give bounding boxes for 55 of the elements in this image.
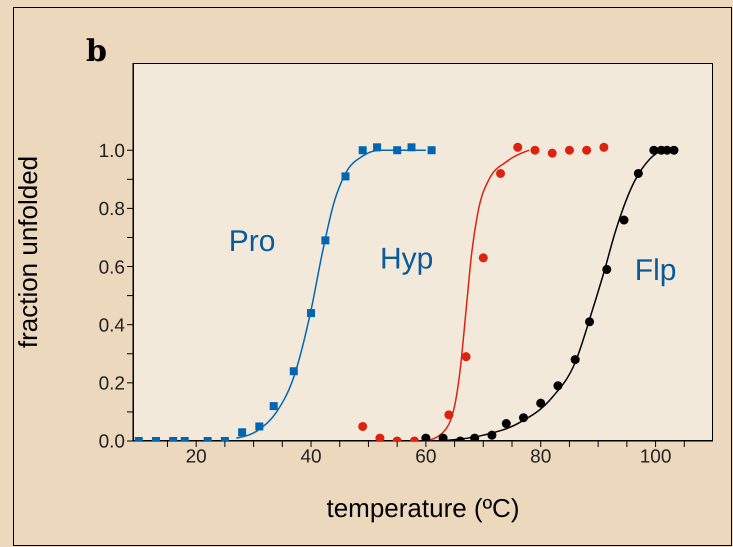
point (270, 402, 278, 410)
point (548, 148, 557, 158)
point (307, 309, 316, 318)
point (393, 146, 402, 154)
point (255, 422, 264, 430)
point (428, 146, 436, 154)
x-tick-label: 100 (640, 446, 672, 468)
point (373, 143, 382, 152)
series-label: Hyp (380, 242, 434, 276)
point (634, 168, 643, 178)
chart-title: b (86, 34, 107, 69)
point (478, 253, 488, 262)
point (421, 434, 430, 441)
x-tick-label: 60 (415, 446, 436, 468)
y-tick-label: 0.2 (98, 374, 125, 395)
point (599, 142, 608, 152)
point (585, 317, 594, 326)
point (564, 146, 574, 155)
x-tick-label: 20 (186, 446, 207, 468)
y-tick-label: 1.0 (98, 140, 125, 162)
point (518, 413, 528, 422)
point (238, 428, 246, 436)
point (570, 355, 580, 364)
point (438, 434, 448, 441)
y-axis-title: fraction unfolded (13, 156, 44, 348)
point (553, 381, 562, 390)
point (502, 419, 511, 428)
point (487, 430, 496, 440)
point (444, 410, 454, 420)
point (358, 146, 367, 154)
point (408, 143, 416, 152)
point (619, 216, 629, 225)
x-tick-label: 40 (300, 446, 322, 468)
point (496, 168, 506, 178)
point (321, 236, 330, 244)
point (470, 434, 480, 441)
y-tick-label: 0.8 (98, 199, 125, 220)
point (358, 422, 368, 431)
point (462, 352, 471, 362)
point (602, 264, 612, 274)
x-axis-title: temperature (ºC) (326, 493, 520, 523)
point (649, 146, 658, 155)
y-tick-label: 0.4 (98, 315, 126, 336)
y-tick-label: 0.6 (98, 257, 125, 278)
series-label: Flp (634, 254, 676, 288)
point (513, 142, 522, 152)
point (375, 434, 384, 441)
x-tick-label: 80 (530, 446, 552, 468)
point (530, 146, 540, 155)
point (582, 146, 592, 155)
point (290, 367, 298, 376)
point (341, 172, 350, 180)
series-label: Pro (228, 225, 276, 258)
point (536, 398, 546, 408)
y-tick-label: 0.0 (98, 432, 125, 453)
